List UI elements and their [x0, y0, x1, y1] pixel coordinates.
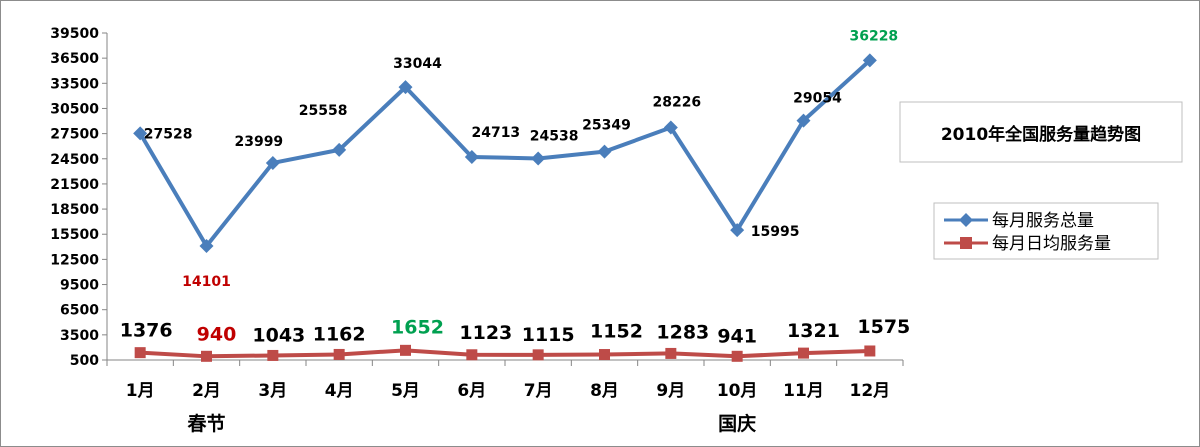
data-point-marker: [133, 126, 148, 141]
data-label-total: 25349: [582, 118, 631, 134]
y-tick-label: 24500: [50, 152, 99, 168]
data-point-marker: [665, 347, 677, 359]
legend: 每月服务总量 每月日均服务量: [933, 202, 1159, 260]
x-tick-label: 6月: [457, 381, 486, 401]
y-tick-label: 33500: [50, 76, 99, 92]
data-label-total: 29054: [793, 91, 842, 107]
x-tick-label: 11月: [783, 381, 824, 401]
series-line-total: [138, 58, 872, 248]
data-label-total: 24538: [530, 128, 579, 144]
data-point-marker: [265, 155, 280, 170]
x-tick-label: 2月: [192, 381, 221, 401]
data-point-marker: [862, 53, 877, 68]
axes: 500 3500 6500 9500 12500 15500 18500 21500 24500…: [50, 26, 904, 435]
x-tick-label: 7月: [524, 381, 553, 401]
data-point-marker: [332, 142, 347, 157]
series-daily: [134, 344, 876, 362]
legend-marker-square: [960, 237, 972, 249]
data-point-marker: [333, 348, 345, 360]
y-tick-label: 27500: [50, 127, 99, 143]
data-point-marker: [199, 238, 214, 253]
data-label-daily: 1115: [522, 324, 575, 346]
x-tick-label: 4月: [325, 381, 354, 401]
x-tick-label: 10月: [717, 381, 758, 401]
data-point-marker: [201, 350, 212, 362]
y-tick-label: 39500: [50, 26, 99, 42]
data-label-total: 36228: [849, 28, 898, 44]
data-point-marker: [798, 347, 809, 359]
data-point-marker: [597, 144, 612, 159]
data-label-daily: 940: [197, 323, 237, 345]
data-label-total: 33044: [393, 56, 442, 72]
data-label-daily: 1123: [459, 322, 512, 344]
data-label-daily: 1152: [590, 321, 643, 343]
data-point-marker: [663, 120, 678, 135]
data-label-daily: 1162: [313, 323, 366, 345]
x-category-note: 春节: [187, 412, 225, 435]
data-point-marker: [464, 149, 479, 164]
data-point-marker: [400, 344, 411, 356]
data-labels: 27528 14101 23999 25558 33044 24713 2453825349…: [120, 28, 911, 347]
data-label-daily: 1376: [120, 320, 173, 342]
data-label-total: 14101: [182, 274, 231, 290]
data-label-total: 25558: [299, 103, 348, 119]
data-point-marker: [599, 349, 610, 361]
data-point-marker: [134, 347, 146, 359]
data-label-daily: 1283: [656, 321, 709, 343]
data-label-daily: 1652: [391, 316, 444, 338]
data-label-total: 24713: [471, 125, 520, 141]
data-label-daily: 1321: [787, 320, 840, 342]
y-tick-label: 12500: [50, 252, 99, 268]
y-tick-label: 500: [70, 353, 99, 369]
legend-label-daily: 每月日均服务量: [992, 234, 1111, 254]
x-category-note: 国庆: [718, 412, 756, 435]
data-label-total: 15995: [751, 224, 800, 240]
data-point-marker: [466, 349, 478, 361]
legend-box: [933, 202, 1159, 260]
data-label-daily: 941: [717, 325, 757, 347]
y-tick-label: 36500: [50, 51, 99, 67]
series-total: [133, 53, 877, 253]
series-line-daily: [140, 348, 870, 359]
x-tick-label: 9月: [656, 381, 685, 401]
y-tick-label: 21500: [50, 177, 99, 193]
y-tick-label: 6500: [60, 303, 99, 319]
y-tick-label: 18500: [50, 202, 99, 218]
x-tick-label: 5月: [391, 381, 420, 401]
data-point-marker: [532, 349, 544, 361]
y-tick-label: 15500: [50, 227, 99, 243]
y-tick-label: 9500: [60, 278, 99, 294]
data-point-marker: [796, 113, 811, 128]
data-point-marker: [267, 349, 279, 361]
legend-label-total: 每月服务总量: [992, 211, 1094, 231]
data-point-marker: [398, 80, 413, 95]
x-tick-label: 3月: [258, 381, 287, 401]
title-box: [899, 101, 1183, 163]
data-point-marker: [731, 350, 743, 362]
data-point-marker: [730, 223, 745, 238]
x-tick-label: 12月: [849, 381, 890, 401]
data-label-daily: 1575: [857, 316, 910, 338]
legend-marker-diamond: [959, 213, 973, 227]
x-tick-label: 1月: [126, 381, 155, 401]
chart-title: 2010年全国服务量趋势图: [941, 124, 1141, 145]
data-label-daily: 1043: [252, 324, 305, 346]
data-point-marker: [531, 151, 546, 166]
data-label-total: 27528: [144, 126, 193, 142]
data-label-total: 23999: [234, 134, 283, 150]
data-label-total: 28226: [652, 95, 701, 111]
data-point-marker: [864, 345, 876, 357]
y-tick-label: 3500: [60, 328, 99, 344]
y-tick-label: 30500: [50, 101, 99, 117]
x-tick-label: 8月: [590, 381, 619, 401]
